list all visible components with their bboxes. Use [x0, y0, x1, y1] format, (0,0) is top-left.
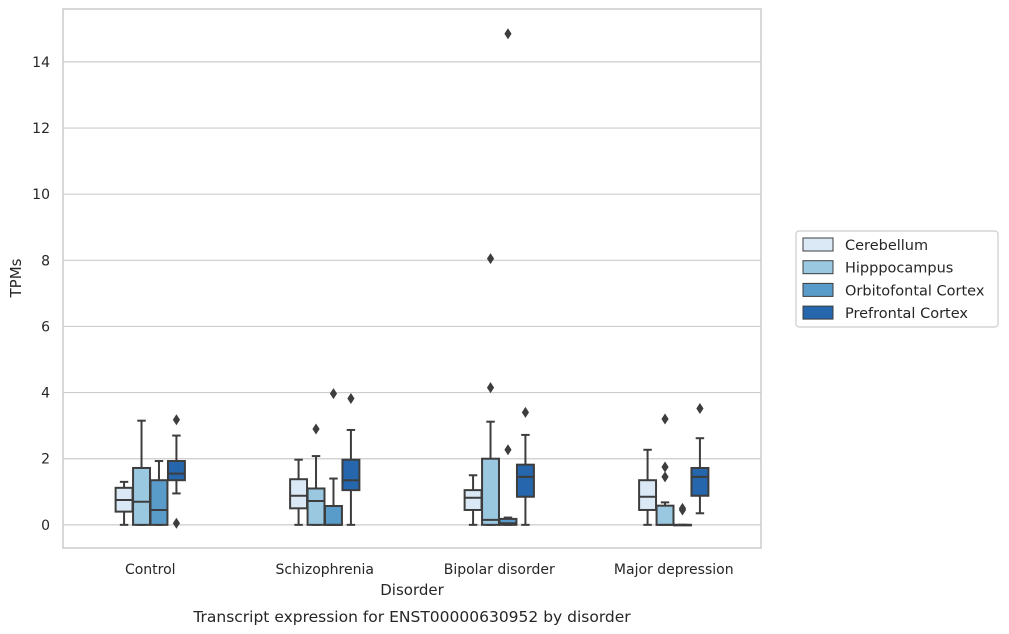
legend-swatch — [802, 282, 834, 297]
outlier-point — [329, 388, 338, 400]
outlier-point — [486, 382, 495, 394]
outlier-point — [521, 406, 530, 418]
outlier-point — [696, 402, 704, 414]
outlier-point — [661, 413, 669, 425]
y-tick-label: 10 — [32, 187, 50, 203]
y-tick-label: 0 — [41, 518, 50, 534]
legend-box — [795, 230, 999, 328]
box-orbitofontal-cortex — [324, 388, 343, 526]
box-plot-area — [114, 28, 710, 529]
legend: Cerebellum Hipppocampus Orbitofontal Corte… — [795, 230, 999, 328]
legend-label: Cerebellum — [845, 238, 928, 254]
plot-frame — [62, 8, 762, 549]
chart-caption: Transcript expression for ENST0000063095… — [192, 608, 631, 626]
box-cerebellum — [114, 480, 134, 526]
outlier-point — [504, 444, 512, 456]
y-tick-label: 6 — [41, 319, 50, 335]
legend-swatch — [802, 260, 834, 275]
box-orbitofontal-cortex — [673, 502, 692, 527]
outlier-point — [504, 28, 512, 40]
outlier-point — [172, 414, 181, 426]
legend-label: Hipppocampus — [845, 261, 953, 277]
box-cerebellum — [463, 474, 483, 526]
y-tick-label: 8 — [41, 253, 50, 269]
y-tick-label: 12 — [32, 121, 50, 137]
outlier-point — [678, 502, 687, 514]
x-axis-label: Disorder — [380, 581, 444, 599]
box-prefrontal-cortex — [690, 402, 710, 515]
x-tick-label: Major depression — [614, 562, 734, 578]
y-tick-label: 2 — [41, 452, 50, 468]
box-prefrontal-cortex — [515, 406, 535, 526]
box-prefrontal-cortex — [341, 393, 361, 526]
outlier-point — [661, 461, 669, 473]
box-cerebellum — [638, 448, 658, 526]
box-cerebellum — [289, 458, 309, 526]
outlier-point — [312, 423, 320, 435]
outlier-point — [486, 253, 495, 265]
box-hipppocampus — [132, 419, 151, 526]
box-hipppocampus — [655, 413, 675, 526]
legend-swatch — [802, 237, 834, 252]
outlier-point — [347, 393, 355, 405]
x-tick-label: Control — [125, 562, 176, 578]
x-tick-label: Schizophrenia — [276, 562, 374, 578]
legend-swatch — [802, 305, 834, 320]
grid-lines — [63, 61, 761, 526]
box-prefrontal-cortex — [166, 414, 186, 529]
box-hipppocampus — [306, 423, 326, 526]
legend-label: Orbitofontal Cortex — [845, 283, 985, 299]
box-hipppocampus — [481, 253, 500, 526]
y-tick-label: 14 — [32, 55, 50, 71]
x-axis-ticks: Control Schizophrenia Bipolar disorder Majo… — [125, 562, 734, 578]
y-axis-label: TPMs — [7, 258, 25, 298]
x-tick-label: Bipolar disorder — [444, 562, 555, 578]
box-orbitofontal-cortex — [498, 28, 518, 526]
outlier-point — [661, 471, 669, 483]
box-orbitofontal-cortex — [149, 460, 169, 526]
legend-label: Prefrontal Cortex — [845, 306, 968, 322]
y-tick-label: 4 — [41, 386, 50, 402]
outlier-point — [172, 517, 181, 529]
y-axis-ticks: 0 2 4 6 8 10 12 14 — [32, 55, 50, 534]
